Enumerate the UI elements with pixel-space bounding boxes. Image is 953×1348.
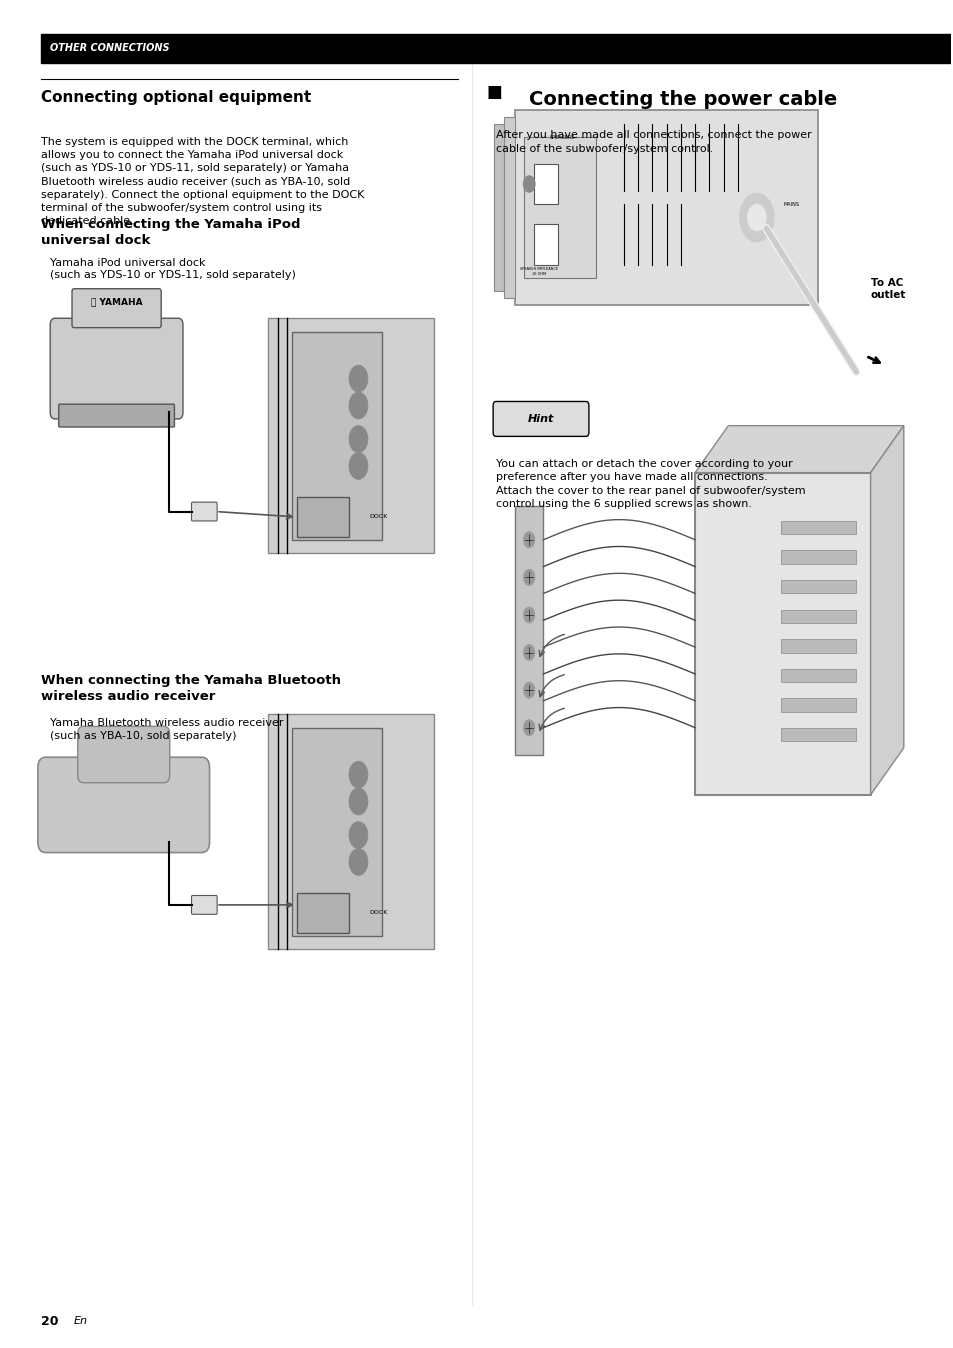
- Text: SPEAKERS: SPEAKERS: [549, 135, 575, 140]
- Bar: [292, 728, 382, 936]
- Bar: [780, 520, 856, 534]
- Bar: [515, 507, 543, 755]
- Bar: [534, 164, 558, 204]
- Circle shape: [523, 607, 535, 623]
- Circle shape: [523, 720, 535, 736]
- Bar: [780, 550, 856, 563]
- Bar: [494, 124, 503, 291]
- Text: When connecting the Yamaha Bluetooth
wireless audio receiver: When connecting the Yamaha Bluetooth wir…: [41, 674, 340, 704]
- Bar: [780, 639, 856, 652]
- Polygon shape: [695, 426, 902, 473]
- Bar: [780, 728, 856, 741]
- Bar: [534, 224, 558, 264]
- Text: Yamaha Bluetooth wireless audio receiver
(such as YBA-10, sold separately): Yamaha Bluetooth wireless audio receiver…: [51, 718, 283, 740]
- Bar: [41, 34, 950, 63]
- Bar: [780, 609, 856, 623]
- Text: When connecting the Yamaha iPod
universal dock: When connecting the Yamaha iPod universa…: [41, 217, 300, 247]
- Text: MAINS: MAINS: [782, 202, 799, 206]
- Bar: [296, 892, 349, 933]
- Bar: [780, 669, 856, 682]
- Text: En: En: [73, 1316, 88, 1326]
- Bar: [780, 698, 856, 712]
- Circle shape: [523, 644, 535, 661]
- Circle shape: [739, 193, 773, 241]
- Text: To AC
outlet: To AC outlet: [870, 278, 905, 301]
- FancyBboxPatch shape: [493, 402, 588, 437]
- FancyBboxPatch shape: [192, 895, 217, 914]
- Circle shape: [349, 392, 368, 419]
- Bar: [524, 137, 595, 278]
- Bar: [503, 117, 515, 298]
- Circle shape: [523, 177, 535, 191]
- Bar: [268, 714, 434, 949]
- FancyBboxPatch shape: [59, 404, 174, 427]
- Circle shape: [349, 848, 368, 875]
- Circle shape: [349, 789, 368, 816]
- Circle shape: [523, 569, 535, 585]
- Text: DOCK: DOCK: [370, 515, 388, 519]
- Text: OTHER CONNECTIONS: OTHER CONNECTIONS: [51, 43, 170, 54]
- FancyBboxPatch shape: [38, 758, 210, 852]
- Text: After you have made all connections, connect the power
cable of the subwoofer/sy: After you have made all connections, con…: [496, 131, 811, 154]
- FancyBboxPatch shape: [51, 318, 183, 419]
- Text: DOCK: DOCK: [370, 910, 388, 915]
- Text: SPEAKER IMPEDANCE
16 OHM: SPEAKER IMPEDANCE 16 OHM: [519, 267, 558, 275]
- FancyBboxPatch shape: [192, 503, 217, 520]
- Text: 20: 20: [41, 1314, 58, 1328]
- Bar: [780, 580, 856, 593]
- Text: Connecting the power cable: Connecting the power cable: [529, 90, 837, 109]
- FancyBboxPatch shape: [71, 288, 161, 328]
- Text: Hint: Hint: [527, 414, 554, 423]
- Bar: [292, 332, 382, 539]
- Circle shape: [746, 204, 765, 231]
- Polygon shape: [870, 426, 902, 795]
- Bar: [268, 318, 434, 553]
- Bar: [296, 497, 349, 537]
- Bar: [695, 473, 870, 795]
- Text: Ⓢ YAMAHA: Ⓢ YAMAHA: [91, 298, 142, 306]
- Circle shape: [523, 531, 535, 547]
- Text: You can attach or detach the cover according to your
preference after you have m: You can attach or detach the cover accor…: [496, 460, 804, 508]
- FancyBboxPatch shape: [77, 727, 170, 783]
- Text: The system is equipped with the DOCK terminal, which
allows you to connect the Y: The system is equipped with the DOCK ter…: [41, 137, 364, 226]
- Circle shape: [349, 822, 368, 848]
- Circle shape: [349, 762, 368, 789]
- Circle shape: [349, 453, 368, 480]
- Circle shape: [349, 365, 368, 392]
- Text: Yamaha iPod universal dock
(such as YDS-10 or YDS-11, sold separately): Yamaha iPod universal dock (such as YDS-…: [51, 257, 295, 280]
- Circle shape: [523, 682, 535, 698]
- Text: ■: ■: [486, 84, 501, 101]
- Text: Connecting optional equipment: Connecting optional equipment: [41, 90, 311, 105]
- Bar: [515, 111, 818, 305]
- Circle shape: [349, 426, 368, 453]
